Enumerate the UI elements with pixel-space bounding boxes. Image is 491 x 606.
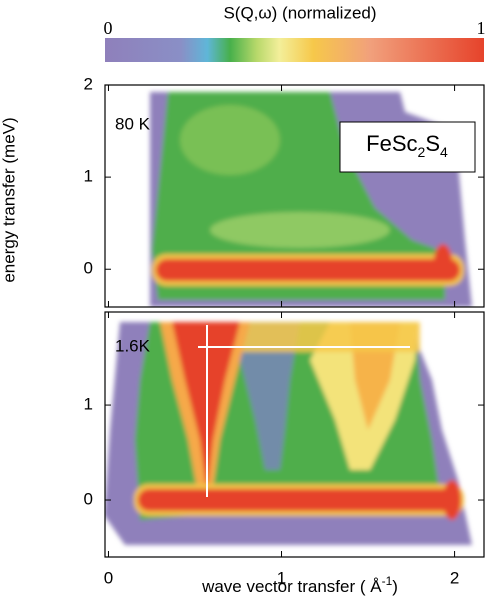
x-label-part: wave vector transfer ( Å bbox=[201, 577, 382, 596]
compound-part: 2 bbox=[418, 144, 426, 160]
y-tick-label: 2 bbox=[84, 74, 93, 93]
panel-frame bbox=[104, 84, 485, 308]
colorbar-tick-label: 1 bbox=[477, 18, 486, 38]
x-tick-label: 0 bbox=[104, 568, 113, 587]
colorbar-title: S(Q,ω) (normalized) bbox=[223, 3, 376, 22]
panel-label: 1.6K bbox=[115, 336, 151, 355]
panel-frame bbox=[104, 311, 485, 558]
x-tick-label: 2 bbox=[450, 568, 459, 587]
compound-label: FeSc2S4 bbox=[366, 131, 448, 160]
compound-part: FeSc bbox=[366, 131, 417, 156]
x-label-part: ) bbox=[392, 577, 398, 596]
y-tick-label: 1 bbox=[84, 167, 93, 186]
y-tick-label: 0 bbox=[84, 490, 93, 509]
y-axis-label: energy transfer (meV) bbox=[0, 117, 18, 282]
compound-part: 4 bbox=[440, 144, 448, 160]
compound-box bbox=[339, 121, 476, 173]
y-tick-label: 0 bbox=[84, 259, 93, 278]
x-tick-label: 1 bbox=[277, 568, 286, 587]
heatmap-bottom bbox=[105, 322, 472, 545]
colorbar-tick-label: 0 bbox=[104, 18, 113, 38]
panel-label: 80 K bbox=[115, 114, 151, 133]
colorbar bbox=[105, 38, 484, 62]
x-axis-label: wave vector transfer ( Å-1) bbox=[201, 574, 398, 596]
compound-part: S bbox=[425, 131, 440, 156]
x-label-part: -1 bbox=[382, 574, 393, 588]
y-tick-label: 1 bbox=[84, 395, 93, 414]
